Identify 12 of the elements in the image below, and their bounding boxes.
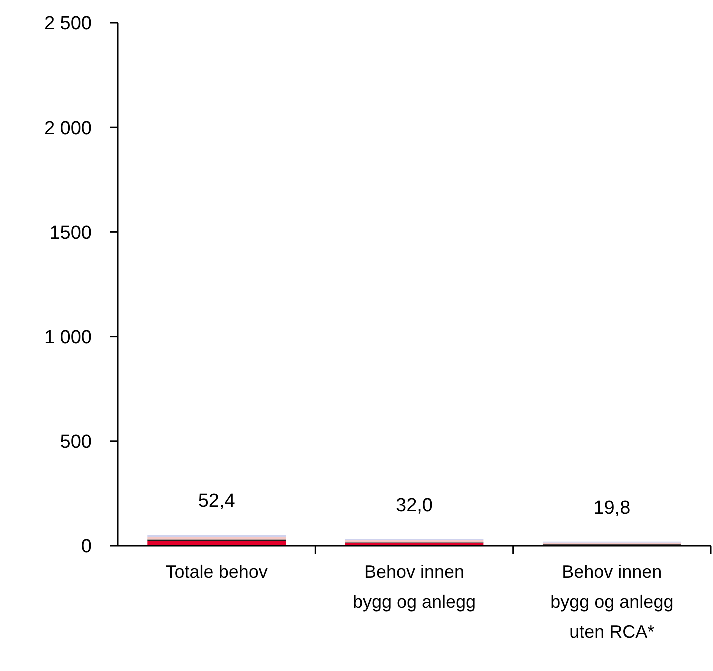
x-tick-label: Behov innen bygg og anlegg <box>352 562 476 612</box>
y-tick-label: 500 <box>60 432 92 454</box>
y-tick-label: 1 000 <box>44 327 92 348</box>
y-tick-label: 2 000 <box>44 118 92 140</box>
total-label: 19,8 <box>594 498 631 519</box>
total-label: 32,0 <box>396 495 433 516</box>
y-tick-label: 2 500 <box>44 14 92 35</box>
total-label: 52,4 <box>198 491 236 512</box>
y-tick-label: 0 <box>81 536 92 558</box>
y-tick-label: 1500 <box>50 222 92 244</box>
x-tick-label: Behov innen bygg og anlegg uten RCA* <box>550 562 674 642</box>
x-tick-label: Totale behov <box>166 562 268 582</box>
